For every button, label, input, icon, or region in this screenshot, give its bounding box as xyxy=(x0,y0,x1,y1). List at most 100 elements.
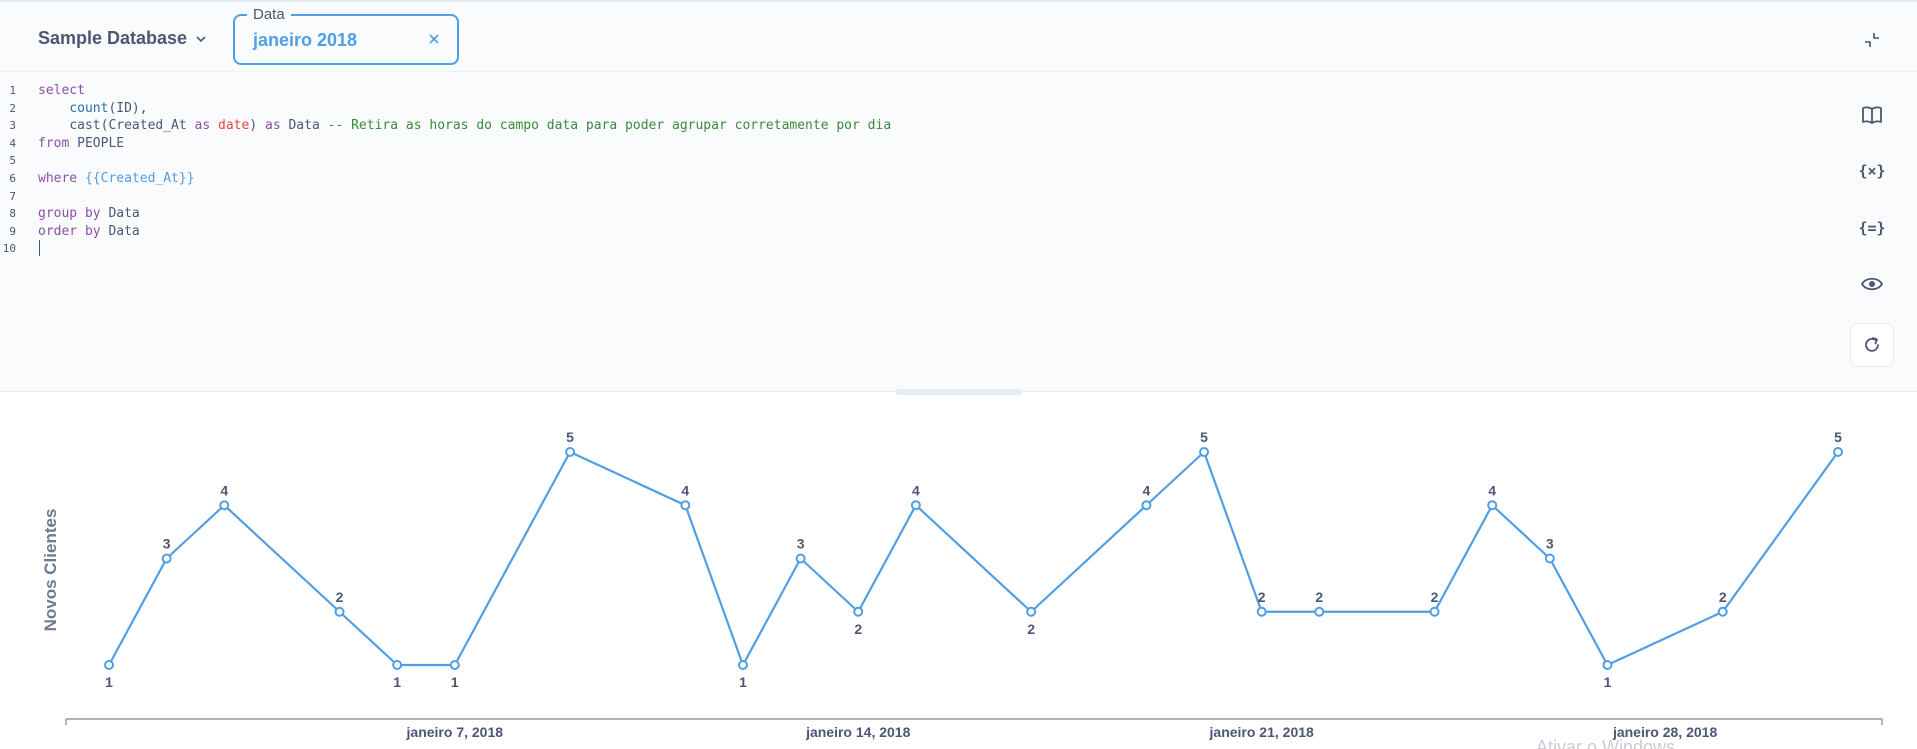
code-token: by xyxy=(84,206,101,222)
eye-icon xyxy=(1861,277,1883,291)
code-token xyxy=(210,117,218,135)
data-label: 1 xyxy=(1604,674,1612,690)
parameter-value[interactable]: janeiro 2018 xyxy=(253,30,358,50)
preview-query-button[interactable] xyxy=(1860,272,1884,296)
code-token: as xyxy=(265,118,281,134)
data-label: 4 xyxy=(912,482,920,498)
collapse-editor-icon[interactable] xyxy=(1862,30,1882,50)
code-token: count xyxy=(69,100,109,116)
code-comment: -- Retira as horas do campo data para po… xyxy=(327,118,892,134)
data-point xyxy=(1256,606,1267,617)
code-token xyxy=(38,100,69,118)
code-token: (ID), xyxy=(108,100,148,116)
code-token xyxy=(77,223,85,241)
code-line: 1 select xyxy=(0,82,891,100)
data-label: 3 xyxy=(1546,536,1554,552)
refresh-icon xyxy=(1865,337,1879,352)
code-token: date xyxy=(218,118,250,134)
data-point xyxy=(737,660,748,670)
data-point xyxy=(1544,553,1555,564)
code-area[interactable]: 1 select 2 count (ID), 3 cast(Created_At a… xyxy=(0,82,891,258)
code-token: as xyxy=(194,118,211,134)
data-point xyxy=(104,660,114,670)
data-point xyxy=(334,606,345,617)
query-toolbar: Sample Database Data janeiro 2018 xyxy=(0,0,1917,72)
data-label: 4 xyxy=(220,482,228,498)
code-token xyxy=(77,205,85,223)
x-tick-label: janeiro 7, 2018 xyxy=(406,724,504,740)
code-token: Data xyxy=(280,118,328,134)
code-token: cast(Created_At xyxy=(69,118,195,134)
data-point xyxy=(219,500,230,511)
data-point xyxy=(161,553,172,564)
data-label: 5 xyxy=(1834,429,1842,445)
code-token xyxy=(38,117,69,135)
code-line: 4 from PEOPLE xyxy=(0,135,891,153)
y-axis-label: Novos Clientes xyxy=(41,509,60,632)
data-label: 1 xyxy=(393,674,401,690)
data-label: 1 xyxy=(739,674,747,690)
code-line: 9 order by Data xyxy=(0,223,891,241)
code-line: 5 xyxy=(0,152,891,170)
data-label: 1 xyxy=(105,674,113,690)
line-chart: Novos Clientes janeiro 7, 2018 janeiro 14,… xyxy=(0,395,1917,749)
database-picker[interactable]: Sample Database xyxy=(38,28,207,49)
code-token: group xyxy=(38,206,78,222)
code-line: 6 where {{Created_At}} xyxy=(0,170,891,188)
chevron-down-icon xyxy=(196,35,206,42)
code-token: PEOPLE xyxy=(69,135,125,151)
line-number: 8 xyxy=(9,207,16,221)
x-tick-label: janeiro 28, 2018 xyxy=(1612,724,1718,740)
data-point xyxy=(1602,660,1613,670)
book-icon xyxy=(1862,106,1882,124)
data-label: 5 xyxy=(566,429,574,445)
code-token: order xyxy=(38,223,78,239)
data-point xyxy=(1199,447,1210,457)
code-line: 10 xyxy=(0,240,891,258)
data-point xyxy=(1026,606,1037,617)
data-point xyxy=(910,500,921,511)
series-line xyxy=(108,450,1839,667)
line-number: 5 xyxy=(9,154,16,168)
data-label: 2 xyxy=(1258,589,1266,605)
line-number: 3 xyxy=(9,119,16,133)
data-point xyxy=(1487,500,1498,511)
data-label: 2 xyxy=(854,621,862,637)
data-point xyxy=(1429,606,1440,617)
line-number: 2 xyxy=(9,101,16,115)
data-label: 5 xyxy=(1200,429,1208,445)
sql-editor[interactable]: 1 select 2 count (ID), 3 cast(Created_At a… xyxy=(0,73,1917,392)
data-label: 4 xyxy=(1143,482,1151,498)
run-query-button[interactable] xyxy=(1850,323,1894,367)
data-point xyxy=(392,660,403,670)
snippets-icon: {=} xyxy=(1858,219,1886,237)
date-parameter-widget[interactable]: Data janeiro 2018 xyxy=(233,6,459,65)
line-number: 6 xyxy=(9,171,16,185)
data-label: 2 xyxy=(1719,589,1727,605)
code-token: by xyxy=(84,223,101,239)
editor-sidebar: {×} {=} xyxy=(1850,73,1894,392)
data-label: 2 xyxy=(1431,589,1439,605)
text-caret xyxy=(39,240,40,257)
close-icon[interactable] xyxy=(427,32,441,46)
line-number: 10 xyxy=(2,242,16,256)
code-token: from xyxy=(38,135,70,151)
snippets-button[interactable]: {=} xyxy=(1858,216,1886,240)
code-line: 7 xyxy=(0,188,891,206)
code-token: ) xyxy=(249,118,265,134)
x-tick-label: janeiro 21, 2018 xyxy=(1209,724,1315,740)
data-point xyxy=(1833,447,1843,457)
windows-watermark: Ativar o Windows xyxy=(1536,737,1676,749)
code-token: Data xyxy=(100,206,140,222)
data-reference-button[interactable] xyxy=(1860,103,1884,127)
editor-resize-handle[interactable] xyxy=(896,389,1022,395)
chart-svg: Novos Clientes janeiro 7, 2018 janeiro 14,… xyxy=(41,429,1883,740)
data-point xyxy=(853,606,864,617)
code-line: 8 group by Data xyxy=(0,205,891,223)
data-label: 2 xyxy=(336,589,344,605)
data-point xyxy=(565,447,576,457)
data-point xyxy=(795,553,806,564)
code-line: 2 count (ID), xyxy=(0,100,891,118)
data-label: 3 xyxy=(797,536,805,552)
variables-button[interactable]: {×} xyxy=(1858,159,1885,183)
